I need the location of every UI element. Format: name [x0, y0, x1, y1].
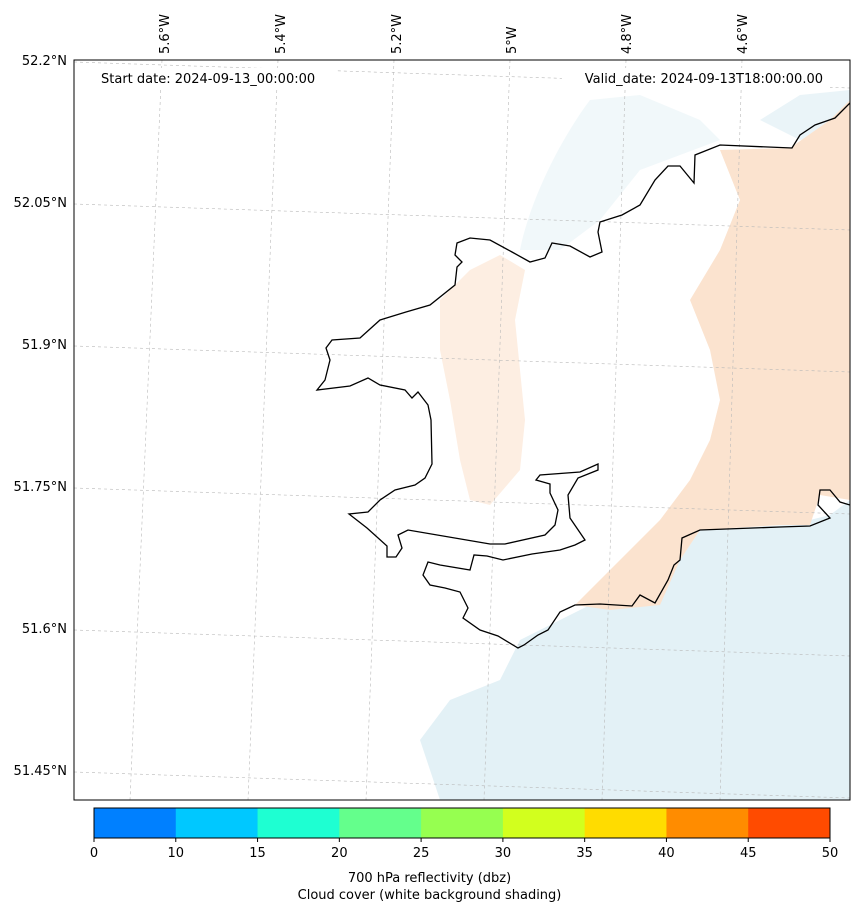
colorbar: 0 10 15 20 25 30 35 40 45 50	[90, 807, 839, 861]
lon-label: 5.6°W	[158, 14, 173, 54]
start-date-label: Start date: 2024-09-13_00:00:00	[101, 72, 315, 87]
cloud-shading-warm-central	[440, 255, 525, 505]
lat-label: 51.6°N	[22, 622, 67, 637]
colorbar-tick-label: 50	[822, 846, 839, 861]
colorbar-segment	[748, 808, 831, 838]
lon-label: 5°W	[505, 26, 520, 54]
cloud-shading-warm	[575, 100, 850, 610]
colorbar-border	[93, 807, 831, 839]
colorbar-tick-label: 35	[576, 846, 593, 861]
colorbar-tick-label: 30	[495, 846, 512, 861]
colorbar-segment	[339, 808, 422, 838]
latitude-labels: 52.2°N 52.05°N 51.9°N 51.75°N 51.6°N 51.…	[14, 54, 67, 779]
colorbar-segment	[175, 808, 259, 838]
colorbar-tick-label: 10	[168, 846, 185, 861]
map-frame	[73, 59, 851, 801]
colorbar-tick-label: 45	[740, 846, 757, 861]
colorbar-tick-label: 15	[249, 846, 266, 861]
colorbar-segment	[257, 808, 340, 838]
longitude-labels: 5.6°W 5.4°W 5.2°W 5°W 4.8°W 4.6°W	[158, 14, 751, 54]
lon-label: 5.4°W	[274, 14, 289, 54]
lat-label: 52.05°N	[14, 196, 67, 211]
lon-label: 4.8°W	[620, 14, 635, 54]
lon-label: 5.2°W	[390, 14, 405, 54]
lon-label: 4.6°W	[736, 14, 751, 54]
colorbar-segment	[421, 808, 504, 838]
lat-label: 52.2°N	[22, 54, 67, 69]
cloud-shading-cool	[420, 500, 850, 800]
colorbar-segment	[94, 808, 177, 838]
cloud-shading-cool-north	[520, 95, 720, 250]
map-content	[74, 60, 850, 800]
colorbar-segment	[502, 808, 586, 838]
colorbar-tick-label: 40	[658, 846, 675, 861]
colorbar-label-reflectivity: 700 hPa reflectivity (dbz)	[347, 871, 512, 886]
colorbar-label-cloud-cover: Cloud cover (white background shading)	[297, 888, 562, 903]
lat-label: 51.45°N	[14, 764, 67, 779]
colorbar-tick-label: 0	[90, 846, 98, 861]
coastline-wales	[315, 102, 850, 649]
colorbar-tick-label: 20	[331, 846, 348, 861]
lat-label: 51.9°N	[22, 338, 67, 353]
valid-date-box	[562, 68, 830, 88]
colorbar-segment	[584, 808, 667, 838]
start-date-box	[93, 68, 337, 88]
lat-label: 51.75°N	[14, 480, 67, 495]
colorbar-segment	[666, 808, 749, 838]
colorbar-tick-label: 25	[413, 846, 430, 861]
valid-date-label: Valid_date: 2024-09-13T18:00:00.00	[585, 72, 823, 87]
